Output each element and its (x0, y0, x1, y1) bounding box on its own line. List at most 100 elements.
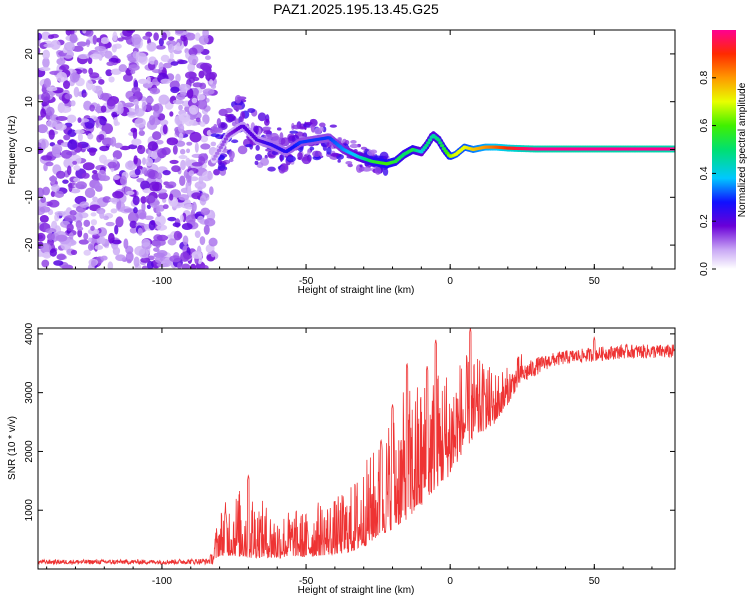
noise-blob (92, 196, 98, 202)
noise-blob (66, 223, 74, 232)
noise-blob (68, 182, 73, 193)
scatter-blob (232, 104, 243, 110)
spectrogram-heatmap (38, 30, 675, 269)
noise-blob (62, 179, 69, 184)
scatter-blob (263, 130, 272, 135)
noise-blob (186, 141, 193, 146)
noise-blob (82, 93, 87, 98)
x-tick-label: -50 (299, 276, 314, 287)
noise-blob (54, 190, 65, 198)
noise-blob (73, 164, 81, 171)
noise-blob (154, 255, 163, 264)
noise-blob (89, 53, 102, 60)
noise-blob (153, 32, 159, 41)
noise-blob (209, 79, 214, 85)
noise-blob (210, 250, 216, 258)
noise-blob (50, 39, 61, 50)
noise-blob (38, 200, 42, 207)
noise-blob (175, 93, 186, 101)
noise-blob (64, 93, 73, 100)
noise-blob (90, 219, 98, 226)
noise-blob (106, 61, 115, 67)
noise-blob (144, 215, 154, 221)
noise-blob (115, 216, 124, 228)
noise-blob (150, 151, 158, 160)
noise-blob (90, 225, 95, 231)
noise-blob (112, 190, 124, 199)
scatter-blob (286, 155, 296, 163)
noise-blob (94, 182, 103, 192)
noise-blob (107, 261, 114, 269)
x-tick-label: 0 (447, 576, 453, 587)
scatter-blob (297, 152, 303, 160)
ridge-core (438, 141, 443, 145)
snr-series-line (38, 328, 675, 566)
noise-blob (119, 175, 127, 186)
noise-blob (84, 187, 96, 199)
noise-blob (198, 156, 206, 166)
ridge-core (220, 143, 225, 147)
noise-blob (70, 249, 78, 256)
noise-blob (94, 45, 107, 52)
noise-blob (66, 114, 77, 123)
noise-blob (171, 165, 181, 173)
noise-blob (102, 196, 112, 203)
scatter-blob (245, 144, 253, 148)
noise-blob (38, 32, 43, 41)
noise-blob (146, 260, 154, 269)
noise-blob (179, 83, 191, 91)
noise-blob (128, 144, 138, 150)
noise-blob (100, 105, 107, 113)
noise-blob (188, 47, 198, 57)
ridge-core (218, 145, 223, 150)
noise-blob (105, 69, 113, 77)
noise-blob (114, 142, 123, 149)
noise-blob (160, 119, 169, 126)
scatter-blob (220, 122, 226, 129)
noise-blob (146, 204, 151, 210)
noise-blob (199, 121, 206, 127)
noise-blob (85, 79, 94, 91)
noise-blob (156, 224, 168, 231)
noise-blob (54, 211, 67, 216)
ridge-core (211, 157, 217, 161)
noise-blob (133, 98, 139, 106)
noise-blob (169, 193, 174, 201)
noise-blob (194, 181, 207, 190)
noise-blob (141, 101, 147, 112)
noise-blob (40, 108, 47, 118)
noise-blob (149, 181, 160, 192)
noise-blob (131, 34, 142, 46)
noise-blob (138, 248, 149, 259)
spectrogram-y-label: Frequency (Hz) (7, 116, 18, 185)
noise-blob (194, 142, 199, 153)
noise-blob (152, 131, 162, 141)
snr-x-label: Height of straight line (km) (298, 585, 415, 596)
scatter-blob (349, 143, 359, 149)
noise-blob (60, 64, 70, 71)
colorbar: 0.0 0.2 0.4 0.6 0.8 Normalized spectral ampl… (699, 30, 748, 276)
noise-blob (100, 255, 108, 261)
noise-blob (202, 114, 210, 125)
noise-blob (146, 102, 152, 112)
noise-blob (122, 73, 133, 82)
noise-blob (197, 98, 208, 110)
noise-blob (180, 251, 190, 262)
noise-blob (42, 57, 50, 69)
noise-blob (59, 105, 72, 113)
scatter-blob (279, 165, 289, 173)
noise-blob (42, 49, 50, 60)
noise-blob (111, 44, 117, 53)
noise-blob (138, 212, 147, 220)
noise-blob (134, 117, 146, 129)
noise-blob (143, 188, 152, 194)
noise-blob (67, 129, 77, 137)
ridge-core (426, 141, 431, 145)
noise-blob (127, 211, 139, 223)
ridge-core (441, 146, 447, 151)
noise-blob (118, 64, 128, 73)
scatter-blob (239, 116, 244, 123)
noise-blob (185, 32, 196, 41)
noise-blob (51, 184, 60, 193)
noise-blob (210, 141, 217, 147)
